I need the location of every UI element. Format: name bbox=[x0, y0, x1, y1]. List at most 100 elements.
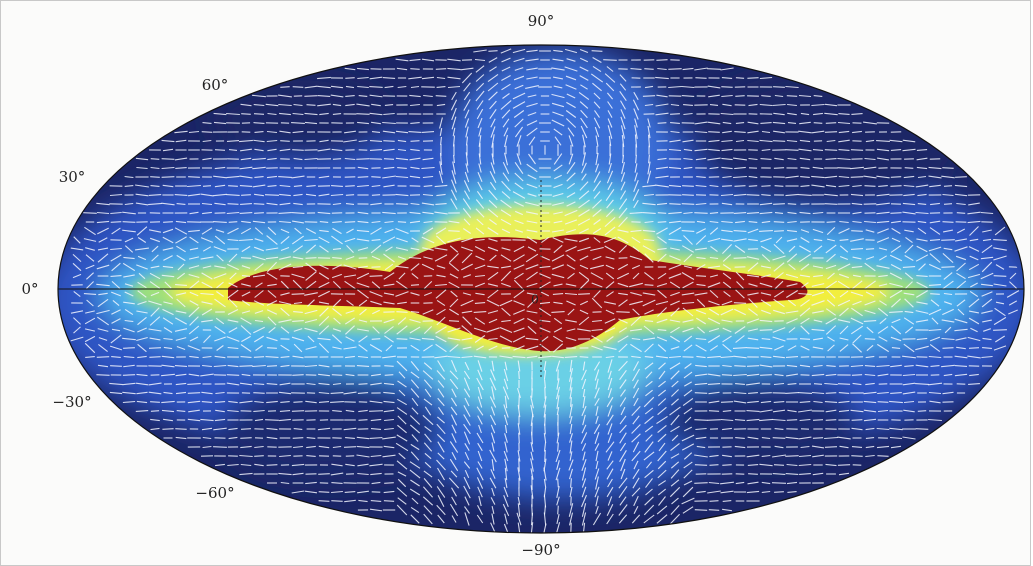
polarization-vector bbox=[97, 357, 109, 358]
polarization-vector bbox=[149, 357, 160, 358]
polarization-vector bbox=[994, 276, 1007, 277]
polarization-vector bbox=[345, 78, 354, 79]
polarization-vector bbox=[411, 285, 419, 286]
polarization-vector bbox=[359, 420, 368, 421]
polarization-vector bbox=[603, 60, 617, 61]
polarization-vector bbox=[682, 204, 695, 205]
polarization-vector bbox=[774, 168, 784, 169]
polarization-vector bbox=[163, 222, 173, 223]
polarization-vector bbox=[747, 348, 759, 349]
polarization-vector bbox=[786, 150, 799, 151]
polarization-vector bbox=[851, 231, 863, 232]
polarization-vector bbox=[241, 114, 251, 115]
polarization-vector bbox=[707, 420, 721, 421]
polarization-vector bbox=[519, 371, 520, 379]
polarization-vector bbox=[228, 204, 239, 205]
polarization-vector bbox=[240, 438, 251, 439]
polarization-vector bbox=[788, 204, 796, 205]
polarization-vector bbox=[787, 96, 797, 97]
polarization-vector bbox=[162, 429, 173, 430]
polarization-vector bbox=[188, 177, 200, 178]
polarization-vector bbox=[865, 339, 875, 340]
polarization-vector bbox=[682, 195, 694, 196]
polarization-vector bbox=[384, 501, 394, 502]
polarization-vector bbox=[292, 294, 305, 295]
polarization-vector bbox=[396, 312, 407, 313]
polarization-vector bbox=[292, 150, 304, 151]
polarization-vector bbox=[694, 213, 707, 214]
polarization-vector bbox=[955, 177, 967, 178]
polarization-vector bbox=[658, 222, 667, 223]
polarization-vector bbox=[708, 132, 720, 133]
polarization-vector bbox=[814, 123, 823, 124]
dark-patch bbox=[220, 380, 440, 480]
polarization-vector bbox=[110, 366, 122, 367]
polarization-vector bbox=[253, 393, 264, 394]
polarization-vector bbox=[814, 384, 822, 385]
polarization-vector bbox=[162, 177, 175, 178]
polarization-vector bbox=[150, 402, 160, 403]
polarization-vector bbox=[710, 501, 719, 502]
polarization-vector bbox=[722, 186, 732, 187]
latitude-label: 0° bbox=[21, 280, 38, 298]
polarization-vector bbox=[448, 231, 459, 232]
polarization-vector bbox=[695, 510, 707, 511]
polarization-vector bbox=[319, 501, 330, 502]
polarization-vector bbox=[398, 222, 406, 223]
polarization-vector bbox=[825, 132, 837, 133]
polarization-vector bbox=[800, 339, 810, 340]
polarization-vector bbox=[722, 465, 731, 466]
polarization-vector bbox=[760, 330, 773, 331]
polarization-vector bbox=[838, 465, 850, 466]
polarization-vector bbox=[333, 159, 341, 160]
polarization-vector bbox=[773, 438, 786, 439]
polarization-vector bbox=[772, 483, 786, 484]
polarization-vector bbox=[747, 366, 759, 367]
polarization-vector bbox=[372, 195, 380, 196]
polarization-vector bbox=[668, 69, 681, 70]
polarization-vector bbox=[878, 402, 889, 403]
polarization-vector bbox=[345, 222, 355, 223]
polarization-vector bbox=[944, 186, 952, 187]
polarization-vector bbox=[644, 69, 653, 70]
polarization-vector bbox=[721, 87, 732, 88]
polarization-vector bbox=[826, 123, 836, 124]
polarization-vector bbox=[410, 69, 419, 70]
polarization-vector bbox=[292, 411, 304, 412]
polarization-vector bbox=[891, 177, 901, 178]
latitude-label: −90° bbox=[521, 541, 560, 559]
polarization-vector bbox=[162, 159, 175, 160]
polarization-vector bbox=[372, 339, 381, 340]
polarization-vector bbox=[345, 186, 355, 187]
polarization-vector bbox=[930, 294, 940, 295]
polarization-vector bbox=[383, 141, 394, 142]
polarization-vector bbox=[616, 312, 629, 313]
polarization-vector bbox=[436, 96, 447, 97]
polarization-vector bbox=[578, 294, 590, 295]
polarization-vector bbox=[852, 375, 862, 376]
polarization-vector bbox=[149, 348, 161, 349]
polarization-vector bbox=[545, 424, 546, 435]
latitude-label: 60° bbox=[202, 76, 229, 94]
polarization-vector bbox=[356, 114, 369, 115]
polarization-vector bbox=[397, 339, 408, 340]
polarization-vector bbox=[241, 195, 251, 196]
polarization-vector bbox=[280, 87, 289, 88]
polarization-vector bbox=[838, 384, 850, 385]
latitude-label: 30° bbox=[59, 168, 86, 186]
polarization-vector bbox=[293, 438, 304, 439]
sky-map: 90° 60° 30° 0° −30° −60° −90° 0 bbox=[0, 0, 1033, 566]
polarization-vector bbox=[695, 78, 706, 79]
polarization-vector bbox=[866, 249, 874, 250]
polarization-vector bbox=[332, 375, 342, 376]
polarization-vector bbox=[436, 69, 446, 70]
polarization-vector bbox=[785, 456, 798, 457]
polarization-vector bbox=[111, 222, 122, 223]
polarization-vector bbox=[519, 433, 520, 444]
polarization-vector bbox=[558, 479, 559, 488]
polarization-vector bbox=[787, 420, 797, 421]
polarization-vector bbox=[175, 429, 186, 430]
polarization-vector bbox=[773, 141, 785, 142]
polarization-vector bbox=[267, 465, 278, 466]
polarization-vector bbox=[228, 186, 238, 187]
